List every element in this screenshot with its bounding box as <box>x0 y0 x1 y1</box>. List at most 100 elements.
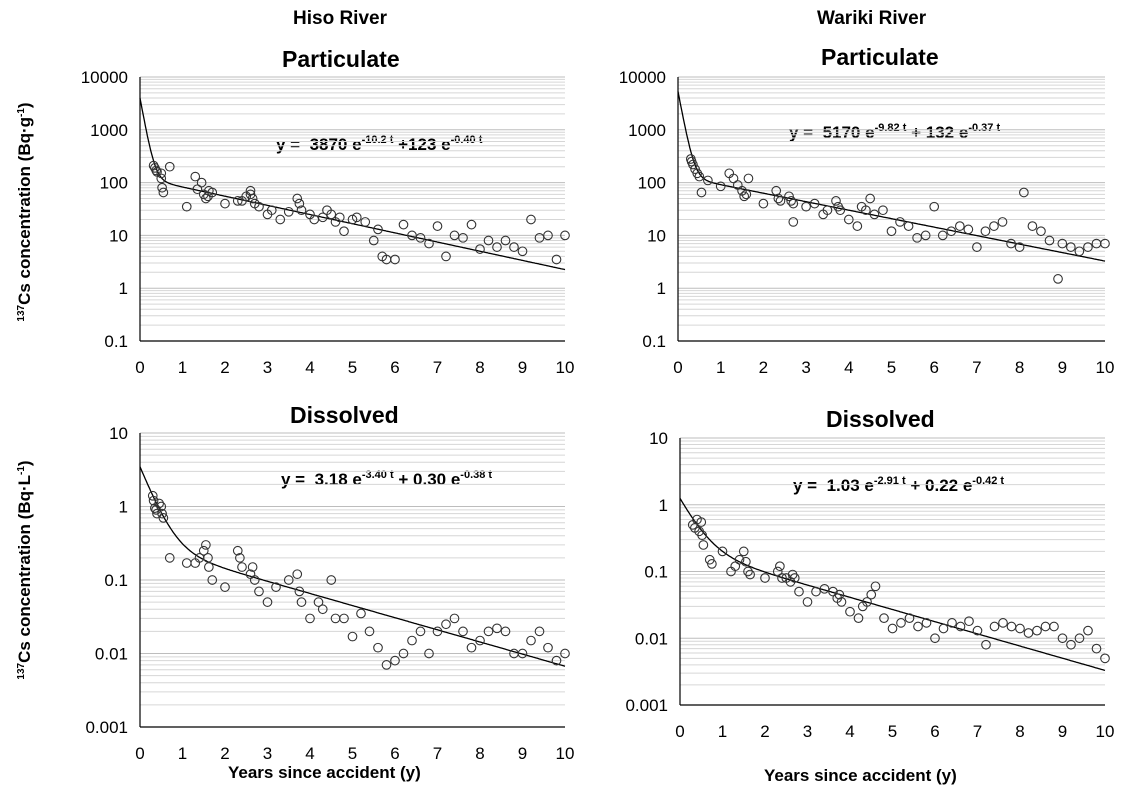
data-point <box>492 623 502 634</box>
x-tick-label: 5 <box>348 358 357 377</box>
x-tick-label: 0 <box>675 722 684 741</box>
data-point <box>741 189 752 200</box>
data-point <box>869 209 880 220</box>
data-point <box>181 201 192 212</box>
data-point <box>688 159 698 170</box>
data-point <box>232 545 243 556</box>
data-point <box>745 569 755 580</box>
x-tick-label: 7 <box>973 722 982 741</box>
data-point <box>247 193 258 204</box>
data-point <box>526 214 536 225</box>
data-point <box>339 613 349 624</box>
data-point <box>913 621 923 632</box>
data-point <box>784 191 794 202</box>
data-point <box>415 626 426 637</box>
data-point <box>296 597 307 607</box>
data-point <box>743 566 753 577</box>
data-point <box>458 626 468 637</box>
y-tick-label: 0.01 <box>95 645 128 664</box>
eq-exp-2: -0.37 t <box>968 122 1001 134</box>
data-point <box>930 633 940 644</box>
x-tick-label: 5 <box>888 722 897 741</box>
data-point <box>158 187 169 198</box>
x-tick-label: 7 <box>972 358 981 377</box>
x-tick-label: 9 <box>518 744 527 763</box>
data-point <box>232 196 243 206</box>
x-tick-label: 2 <box>759 358 768 377</box>
data-point <box>809 198 820 209</box>
data-point <box>789 573 800 583</box>
data-point <box>390 254 400 265</box>
eq-coef-b: 0.22 <box>925 476 959 495</box>
data-point <box>1074 246 1085 257</box>
x-tick-label: 0 <box>135 744 144 763</box>
data-point <box>1019 187 1029 198</box>
data-point <box>203 553 213 563</box>
x-tick-label: 5 <box>348 744 357 763</box>
data-point <box>831 196 841 206</box>
panel-title-wariki-dissolved: Dissolved <box>826 406 935 432</box>
data-point <box>148 160 159 171</box>
data-point <box>1057 238 1068 249</box>
data-point <box>220 582 230 592</box>
data-point <box>743 173 754 184</box>
data-point <box>734 554 745 565</box>
data-point <box>526 635 536 646</box>
data-point <box>1006 238 1016 249</box>
y-tick-label: 100 <box>100 174 128 193</box>
data-point <box>201 540 211 550</box>
x-tick-label: 6 <box>930 722 939 741</box>
data-point <box>151 165 161 176</box>
data-point <box>773 193 784 204</box>
data-point <box>972 625 983 636</box>
data-point <box>955 621 966 632</box>
x-tick-label: 3 <box>263 744 272 763</box>
y-tick-label: 1 <box>119 498 128 517</box>
data-point <box>865 193 876 204</box>
y-tick-label: 10 <box>649 429 668 448</box>
data-point <box>181 558 192 568</box>
data-point <box>989 621 1000 632</box>
data-point <box>921 618 932 628</box>
data-point <box>483 626 494 637</box>
data-point <box>164 553 175 563</box>
x-tick-label: 3 <box>803 722 812 741</box>
eq-exp-1: -9.82 t <box>874 122 907 134</box>
data-point <box>703 175 713 186</box>
data-point <box>398 648 409 659</box>
data-point <box>1015 623 1025 634</box>
x-tick-label: 0 <box>135 358 144 377</box>
data-point <box>886 226 897 237</box>
data-point <box>196 177 207 188</box>
data-point <box>190 171 201 182</box>
y-tick-label: 10 <box>109 226 128 245</box>
x-tick-label: 3 <box>263 358 272 377</box>
data-point <box>235 553 245 563</box>
data-point <box>360 217 371 227</box>
data-point <box>220 198 230 209</box>
data-point <box>441 251 451 262</box>
data-point <box>475 244 485 254</box>
data-point <box>296 205 307 216</box>
data-point <box>441 619 451 630</box>
y-tick-label: 0.01 <box>635 629 668 648</box>
data-point <box>254 201 264 212</box>
data-point <box>154 498 164 509</box>
x-tick-label: 1 <box>716 358 725 377</box>
data-point <box>707 559 717 569</box>
data-point <box>334 212 345 223</box>
equation-wariki-dissolved: y = 1.03 e-2.91 t + 0.22 e-0.42 t <box>793 475 1005 495</box>
data-point <box>715 181 726 192</box>
data-point <box>1100 238 1110 249</box>
data-point <box>878 205 888 216</box>
x-tick-label: 7 <box>433 744 442 763</box>
data-point <box>292 193 303 204</box>
data-point <box>275 214 286 225</box>
data-point <box>492 242 502 252</box>
eq-exp-2: -0.38 t <box>460 469 493 481</box>
panel-title-hiso-particulate: Particulate <box>282 46 400 72</box>
data-point <box>887 623 898 634</box>
data-point <box>997 217 1008 227</box>
y-tick-label: 1 <box>119 279 128 298</box>
